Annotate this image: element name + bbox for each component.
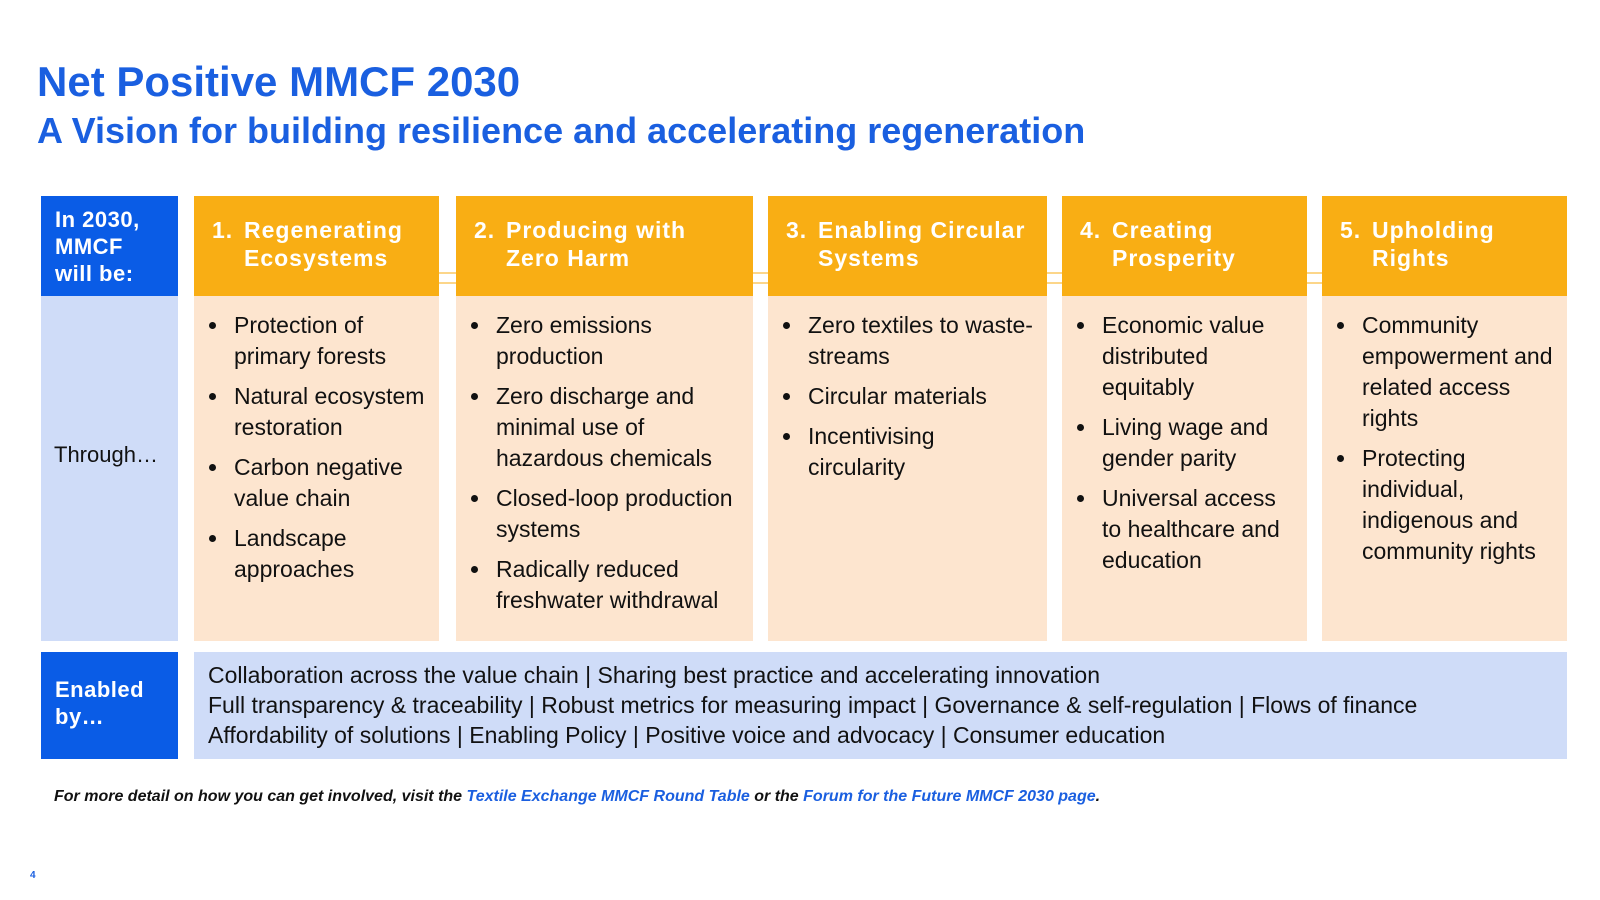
subtitle: A Vision for building resilience and acc… <box>37 110 1086 151</box>
bullet: Universal access to healthcare and educa… <box>1098 483 1297 576</box>
footer: For more detail on how you can get invol… <box>54 788 1100 806</box>
footer-text: . <box>1095 788 1101 805</box>
column-number: 5. <box>1340 217 1362 243</box>
bullet: Zero emissions production <box>492 310 743 372</box>
bullet: Living wage and gender parity <box>1098 412 1297 474</box>
bullet: Natural ecosystem restoration <box>230 381 429 443</box>
column-number: 4. <box>1080 217 1102 243</box>
through-cell: Through… <box>41 296 178 641</box>
column-body: Zero textiles to waste-streams Circular m… <box>768 296 1047 641</box>
column-title: Enabling Circular Systems <box>818 217 1026 271</box>
column-header: 2. Producing with Zero Harm <box>456 196 753 296</box>
column-body: Zero emissions production Zero discharge … <box>456 296 753 641</box>
bullet: Landscape approaches <box>230 523 429 585</box>
bullet: Zero textiles to waste-streams <box>804 310 1037 372</box>
bullet: Radically reduced freshwater withdrawal <box>492 554 743 616</box>
bullet: Carbon negative value chain <box>230 452 429 514</box>
column-title: Producing with Zero Harm <box>506 217 687 271</box>
bullet-list: Protection of primary forests Natural eco… <box>208 310 429 585</box>
column-title: Regenerating Ecosystems <box>244 217 403 271</box>
column-body: Protection of primary forests Natural eco… <box>194 296 439 641</box>
bullet: Zero discharge and minimal use of hazard… <box>492 381 743 474</box>
enablers-box: Collaboration across the value chain | S… <box>194 652 1567 759</box>
bullet: Protection of primary forests <box>230 310 429 372</box>
page-number: 4 <box>30 870 36 881</box>
bullet: Community empowerment and related access… <box>1358 310 1557 434</box>
column-number: 2. <box>474 217 496 243</box>
bullet: Closed-loop production systems <box>492 483 743 545</box>
bullet: Economic value distributed equitably <box>1098 310 1297 403</box>
link[interactable]: Textile Exchange MMCF Round Table <box>466 788 750 805</box>
bullet-list: Zero emissions production Zero discharge … <box>470 310 743 616</box>
column-title: Creating Prosperity <box>1112 217 1236 271</box>
link[interactable]: Forum for the Future MMCF 2030 page <box>803 788 1096 805</box>
bullet: Incentivising circularity <box>804 421 1037 483</box>
enabler-line: Affordability of solutions | Enabling Po… <box>208 722 1166 748</box>
column-header: 3. Enabling Circular Systems <box>768 196 1047 296</box>
bullet-list: Community empowerment and related access… <box>1336 310 1557 567</box>
column-number: 1. <box>212 217 234 243</box>
vision-label: In 2030, MMCF will be: <box>41 196 178 296</box>
enabled-label: Enabled by… <box>41 652 178 759</box>
bullet: Circular materials <box>804 381 1037 412</box>
column-title: Upholding Rights <box>1372 217 1495 271</box>
enabler-line: Collaboration across the value chain | S… <box>208 662 1101 688</box>
column-header: 5. Upholding Rights <box>1322 196 1567 296</box>
through-label: Through… <box>54 442 158 467</box>
column-header: 1. Regenerating Ecosystems <box>194 196 439 296</box>
enabler-line: Full transparency & traceability | Robus… <box>208 692 1418 718</box>
column-number: 3. <box>786 217 808 243</box>
column-body: Economic value distributed equitably Livi… <box>1062 296 1307 641</box>
footer-text: or the <box>749 788 804 805</box>
bullet-list: Zero textiles to waste-streams Circular m… <box>782 310 1037 483</box>
bullet: Protecting individual, indigenous and co… <box>1358 443 1557 567</box>
title: Net Positive MMCF 2030 <box>37 58 521 105</box>
column-body: Community empowerment and related access… <box>1322 296 1567 641</box>
column-header: 4. Creating Prosperity <box>1062 196 1307 296</box>
bullet-list: Economic value distributed equitably Livi… <box>1076 310 1297 576</box>
footer-text: For more detail on how you can get invol… <box>54 788 467 805</box>
